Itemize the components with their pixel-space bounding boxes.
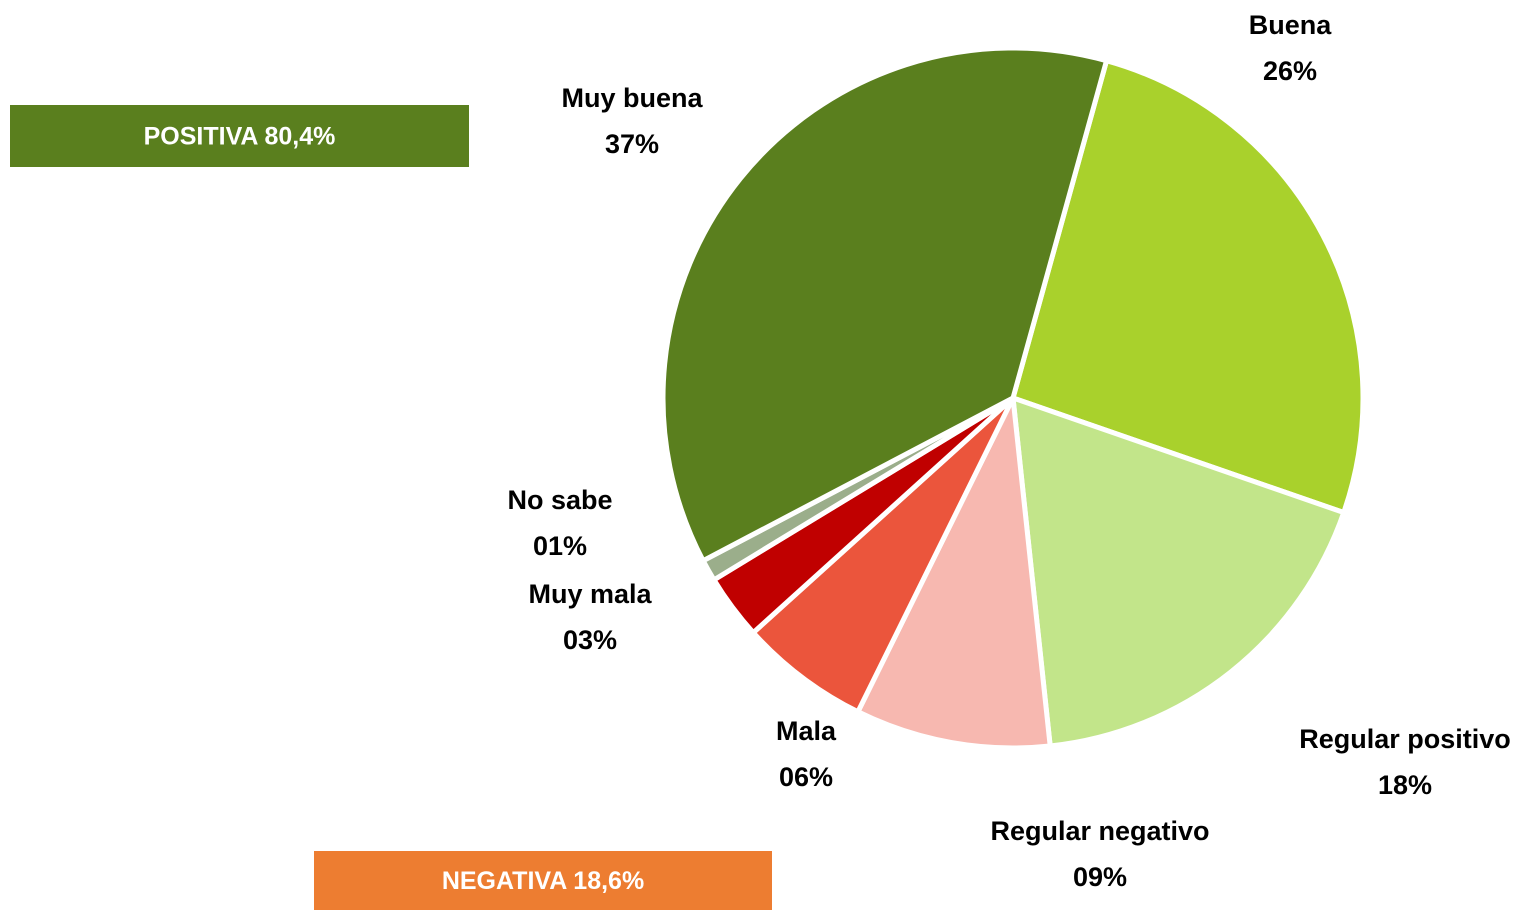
slice-value: 03% [563, 625, 617, 655]
annotation-text: NEGATIVA 18,6% [442, 867, 644, 895]
annotation-box [10, 105, 469, 167]
annotation-text: POSITIVA 80,4% [144, 123, 336, 151]
pie-slice [660, 45, 1110, 565]
slice-value: 09% [1073, 862, 1127, 892]
slice-value: 26% [1263, 56, 1317, 86]
slice-label: No sabe [507, 485, 612, 515]
slice-value: 01% [533, 531, 587, 561]
slice-label: Regular negativo [990, 816, 1209, 846]
pie-slice [749, 396, 1016, 716]
slice-label: Regular positivo [1299, 724, 1511, 754]
slice-value: 06% [779, 762, 833, 792]
slice-label: Muy mala [528, 579, 652, 609]
pie-slice [1010, 394, 1347, 749]
slice-label: Muy buena [561, 83, 703, 113]
slice-value: 18% [1378, 770, 1432, 800]
pie-slice [1009, 57, 1366, 516]
slice-value: 37% [605, 129, 659, 159]
annotation-box [314, 851, 772, 910]
pie-slice [854, 389, 1053, 751]
slice-label: Mala [776, 716, 837, 746]
slice-label: Buena [1249, 10, 1333, 40]
